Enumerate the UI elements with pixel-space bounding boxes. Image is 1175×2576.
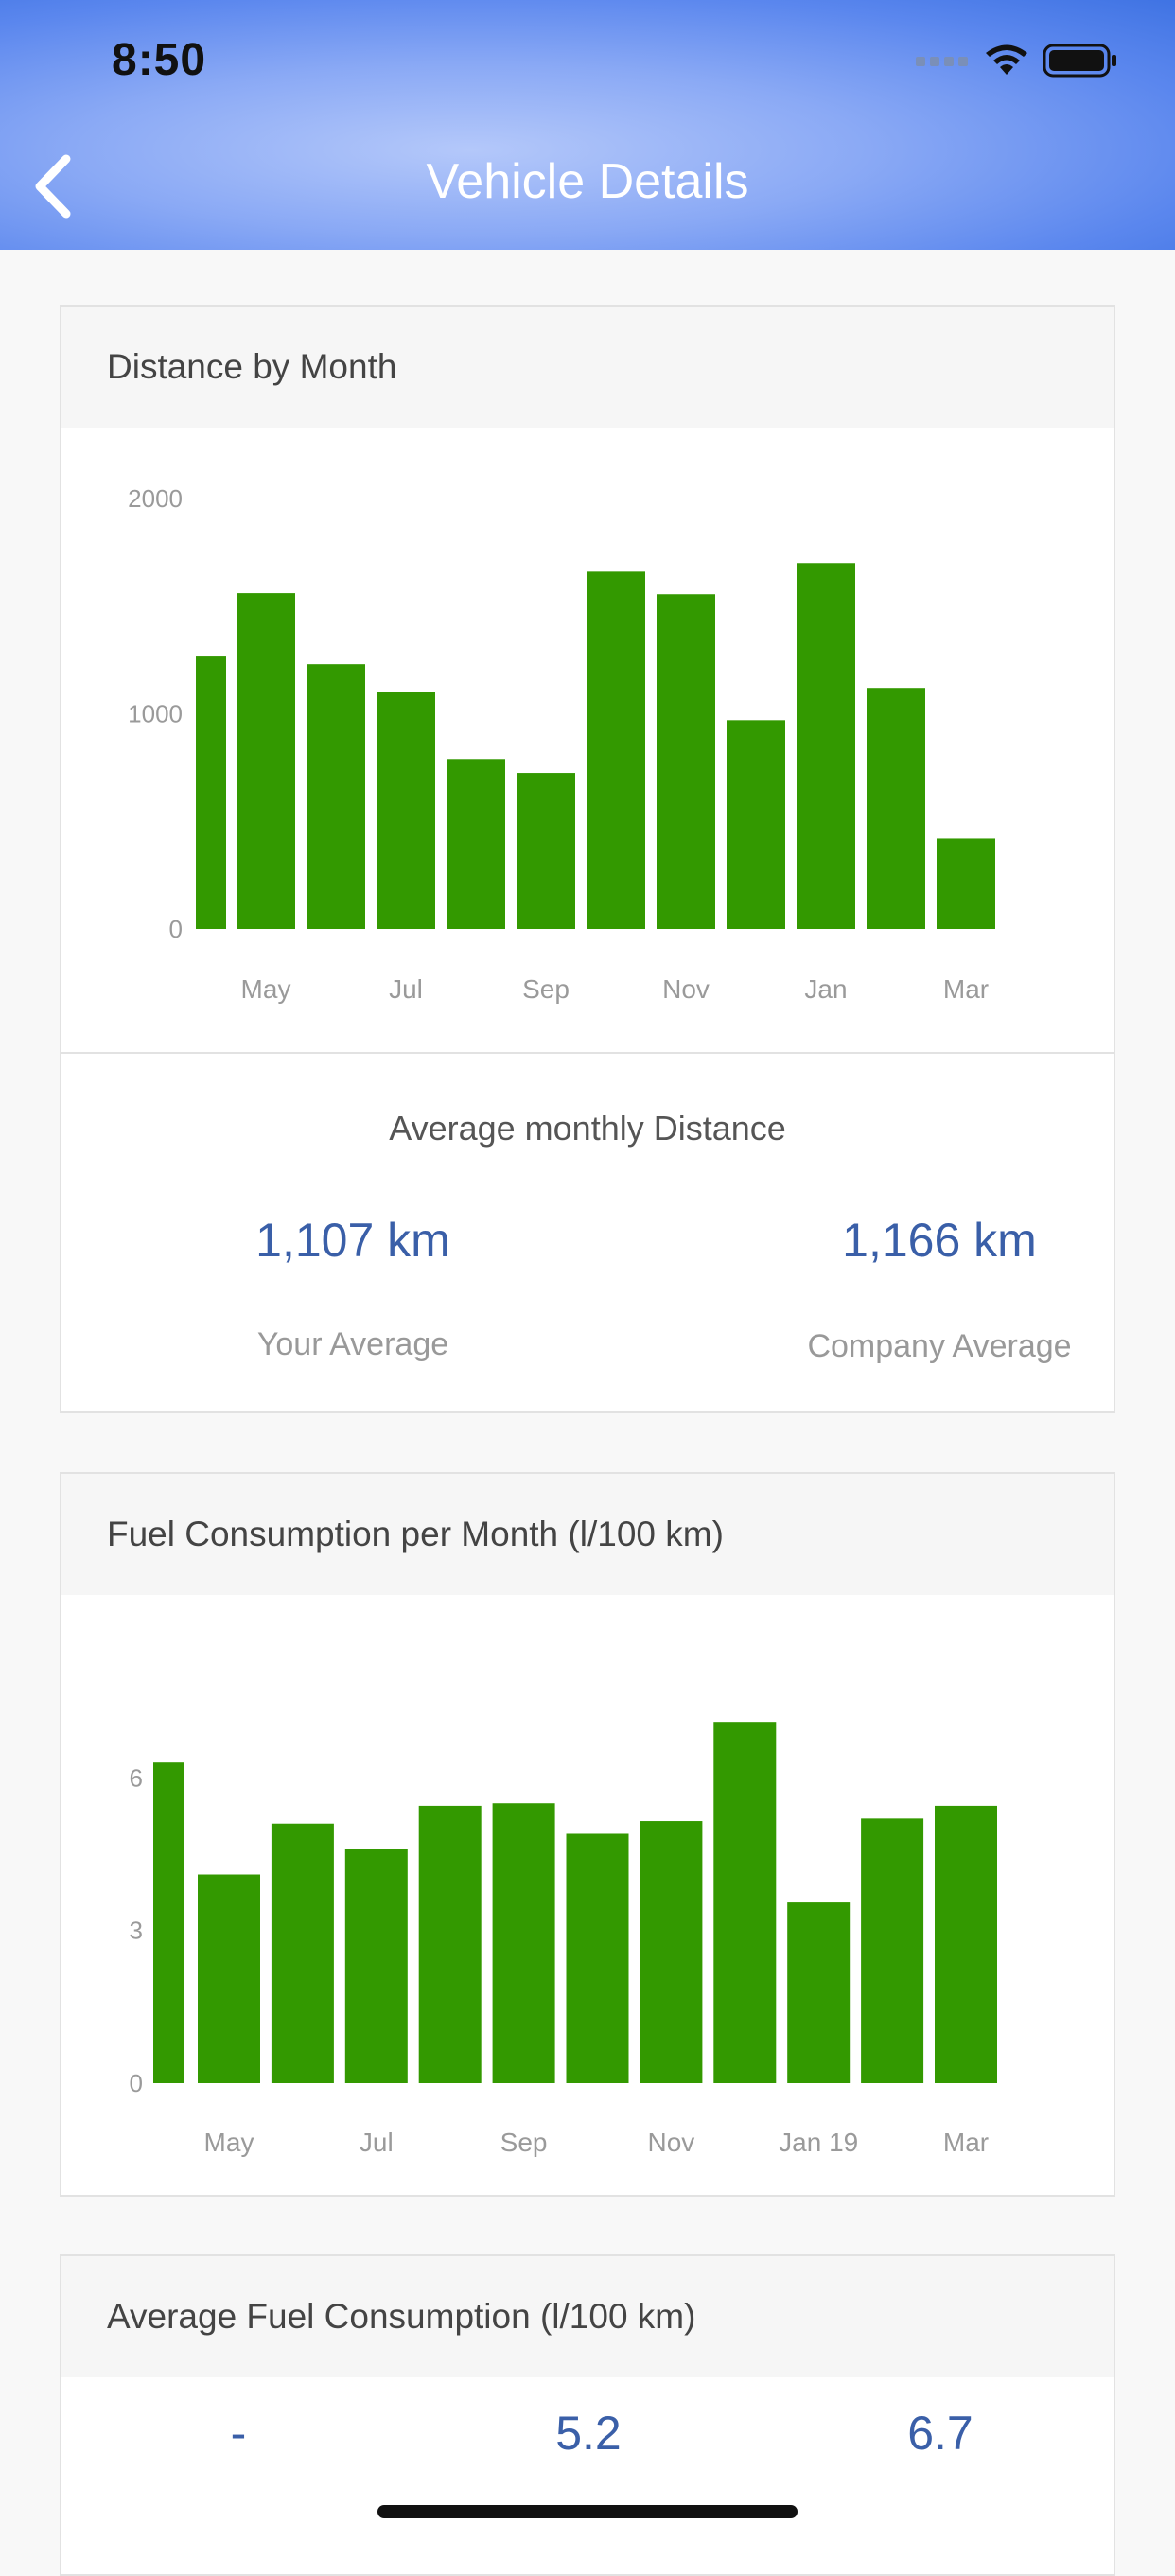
cellular-signal-icon: [916, 57, 968, 66]
chart-bar: [861, 1818, 924, 2083]
page-title: Vehicle Details: [426, 154, 749, 209]
x-tick-label: Mar: [943, 974, 989, 1004]
x-tick-label: May: [241, 974, 291, 1004]
chart-bar: [237, 593, 295, 929]
avg-fuel-value-2: 5.2: [555, 2407, 622, 2460]
chart-bar: [937, 838, 995, 929]
fuel-chart-svg: 0 3 6 May Jul Sep Nov Jan 19 Mar: [130, 1722, 997, 2157]
chart-bar: [787, 1902, 851, 2083]
wifi-icon: [986, 44, 1027, 75]
chart-bar: [587, 571, 645, 929]
chart-bar: [517, 773, 575, 929]
y-tick-label: 1000: [128, 700, 183, 728]
x-tick-label: Sep: [500, 2128, 548, 2157]
fuel-card-title: Fuel Consumption per Month (l/100 km): [61, 1474, 1114, 1595]
average-title: Average monthly Distance: [389, 1109, 786, 1148]
home-indicator: [377, 2505, 798, 2518]
x-tick-label: Mar: [943, 2128, 989, 2157]
distance-average-section: Average monthly Distance 1,107 km Your A…: [61, 1054, 1114, 1411]
x-tick-label: Jul: [389, 974, 423, 1004]
x-tick-label: Sep: [522, 974, 570, 1004]
chart-bar: [727, 720, 785, 929]
chart-bar: [377, 692, 435, 929]
chart-bar: [447, 759, 505, 929]
avg-fuel-card: Average Fuel Consumption (l/100 km) - 5.…: [60, 2254, 1115, 2576]
distance-divider: [61, 1052, 1114, 1054]
fuel-chart: 0 3 6 May Jul Sep Nov Jan 19 Mar: [61, 1595, 1114, 2195]
company-average-value: 1,166 km: [842, 1214, 1037, 1267]
chart-bar: [797, 563, 855, 929]
chart-bar: [198, 1874, 260, 2083]
battery-icon: [1043, 44, 1116, 78]
x-tick-label: May: [204, 2128, 254, 2157]
distance-card-title: Distance by Month: [61, 307, 1114, 428]
distance-chart-svg: 0 1000 2000 May Jul Sep Nov Jan Mar: [128, 484, 995, 1004]
back-button[interactable]: [28, 151, 85, 221]
your-average-label: Your Average: [256, 1326, 449, 1362]
status-time: 8:50: [112, 35, 207, 85]
chevron-left-icon: [35, 154, 71, 219]
fuel-card: Fuel Consumption per Month (l/100 km) 0 3…: [60, 1472, 1115, 2197]
y-tick-label: 6: [130, 1763, 143, 1792]
chart-bar: [344, 1849, 408, 2083]
avg-fuel-value-3: 6.7: [907, 2407, 973, 2460]
avg-fuel-value-1: -: [230, 2407, 247, 2460]
chart-bar: [935, 1805, 997, 2083]
distance-card: Distance by Month 0 1000 2000 May Jul Sep Nov J…: [60, 305, 1115, 1413]
x-tick-label: Nov: [648, 2128, 695, 2157]
chart-bar: [271, 1823, 334, 2083]
chart-bar: [153, 1762, 184, 2083]
chart-bar: [640, 1821, 703, 2083]
chart-bar: [196, 656, 226, 929]
chart-bar: [566, 1833, 629, 2083]
chart-bar: [867, 688, 925, 929]
chart-bar: [492, 1803, 555, 2083]
x-tick-label: Nov: [662, 974, 710, 1004]
x-tick-label: Jul: [360, 2128, 394, 2157]
avg-fuel-card-title: Average Fuel Consumption (l/100 km): [61, 2256, 1114, 2377]
status-icons: [916, 42, 1118, 79]
y-tick-label: 0: [130, 2069, 143, 2097]
y-tick-label: 3: [130, 1917, 143, 1945]
distance-chart: 0 1000 2000 May Jul Sep Nov Jan Mar: [61, 428, 1114, 1052]
company-average-label: Company Average: [807, 1328, 1072, 1364]
x-tick-label: Jan 19: [779, 2128, 858, 2157]
your-average-value: 1,107 km: [255, 1214, 450, 1267]
nav-header: 8:50 Vehicle Details: [0, 0, 1175, 250]
chart-bar: [657, 594, 715, 929]
chart-bar: [307, 664, 365, 929]
y-tick-label: 0: [169, 915, 183, 943]
chart-bar: [418, 1805, 482, 2083]
y-tick-label: 2000: [128, 484, 183, 513]
chart-bar: [713, 1722, 777, 2083]
x-tick-label: Jan: [804, 974, 847, 1004]
